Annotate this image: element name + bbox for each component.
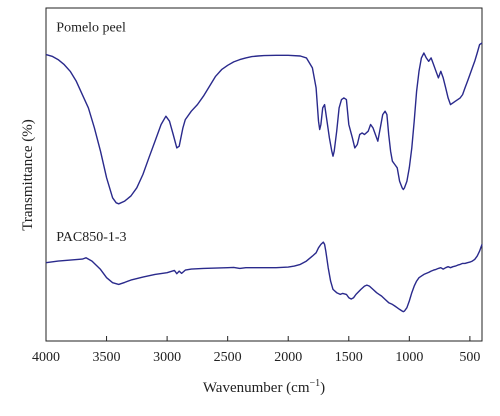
x-axis-title: Wavenumber (cm−1) [203, 378, 325, 396]
series-label-pac850-1-3: PAC850-1-3 [56, 230, 126, 245]
x-tick-label-1000: 1000 [395, 350, 423, 365]
x-tick-label-2500: 2500 [214, 350, 242, 365]
series-label-pomelo-peel: Pomelo peel [56, 20, 126, 35]
x-axis-ticks [45, 336, 471, 341]
y-axis-title: Transmittance (%) [20, 119, 36, 231]
x-tick-label-500: 500 [459, 350, 480, 365]
x-tick-label-3000: 3000 [153, 350, 181, 365]
x-axis-tick-labels: 4000 3500 3000 2500 2000 1500 1000 500 [32, 350, 480, 365]
series-line-pac850-1-3 [45, 241, 483, 313]
series-line-pomelo-peel [45, 42, 483, 205]
series-labels: Pomelo peel PAC850-1-3 [56, 20, 126, 245]
series-layer [45, 42, 483, 313]
x-tick-label-1500: 1500 [335, 350, 363, 365]
x-tick-label-2000: 2000 [274, 350, 302, 365]
plot-frame [45, 7, 483, 342]
x-axis-title-superscript: −1 [310, 378, 321, 389]
x-tick-label-4000: 4000 [32, 350, 60, 365]
x-tick-label-3500: 3500 [93, 350, 121, 365]
